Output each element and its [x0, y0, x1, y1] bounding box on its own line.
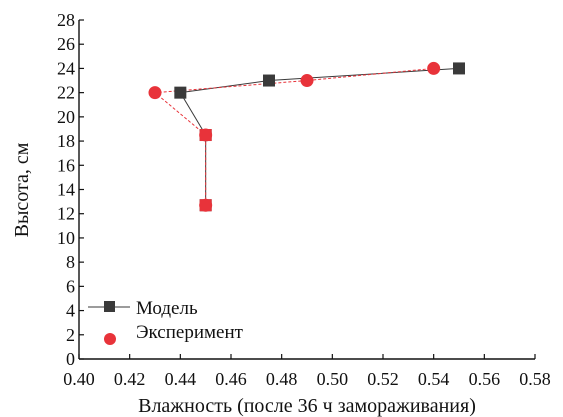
y-tick-label: 6 — [66, 276, 75, 296]
data-point-overlap — [199, 129, 212, 142]
x-tick-label: 0.46 — [215, 369, 247, 389]
x-tick-label: 0.58 — [519, 369, 551, 389]
x-tick-label: 0.48 — [266, 369, 298, 389]
legend-item-experiment: Эксперимент — [104, 322, 244, 345]
legend: Модель Эксперимент — [88, 298, 244, 345]
x-tick-label: 0.42 — [114, 369, 146, 389]
y-tick-label: 10 — [57, 228, 75, 248]
legend-experiment-marker — [104, 333, 116, 345]
y-tick-label: 24 — [57, 58, 75, 78]
x-tick-label: 0.50 — [317, 369, 349, 389]
y-tick-label: 22 — [57, 83, 75, 103]
x-axis-title: Влажность (после 36 ч замораживания) — [138, 395, 476, 417]
legend-model-marker — [104, 301, 115, 312]
data-point-square — [453, 62, 465, 75]
series-line-0 — [179, 67, 460, 206]
y-tick-label: 4 — [66, 301, 75, 321]
legend-experiment-label: Эксперимент — [136, 322, 244, 343]
x-tick-label: 0.54 — [418, 369, 450, 389]
y-tick-label: 26 — [57, 34, 75, 54]
data-point-overlap — [199, 199, 212, 212]
y-tick-label: 2 — [66, 325, 75, 345]
x-tick-label: 0.52 — [367, 369, 399, 389]
data-point-circle — [300, 74, 314, 88]
y-axis-title: Высота, см — [11, 142, 33, 237]
y-tick-label: 14 — [57, 180, 75, 200]
x-axis-ticks: 0.40 0.42 0.44 0.46 0.48 0.50 0.52 0.54 0.56 0.58 — [63, 354, 551, 389]
y-tick-label: 20 — [57, 107, 75, 127]
y-tick-label: 16 — [57, 155, 75, 175]
x-tick-label: 0.56 — [469, 369, 501, 389]
y-tick-label: 12 — [57, 204, 75, 224]
data-point-circle — [148, 86, 162, 100]
y-tick-label: 0 — [66, 349, 75, 369]
data-point-square — [174, 86, 187, 99]
series-markers — [148, 61, 465, 212]
legend-item-model: Модель — [88, 298, 198, 319]
data-point-square — [263, 74, 275, 87]
y-tick-label: 18 — [57, 131, 75, 151]
y-tick-label: 28 — [57, 10, 75, 30]
x-tick-label: 0.44 — [165, 369, 197, 389]
series-line-1 — [153, 67, 434, 206]
legend-model-label: Модель — [136, 298, 198, 319]
data-point-circle — [427, 61, 441, 75]
y-tick-label: 8 — [66, 252, 75, 272]
x-tick-label: 0.40 — [63, 369, 95, 389]
